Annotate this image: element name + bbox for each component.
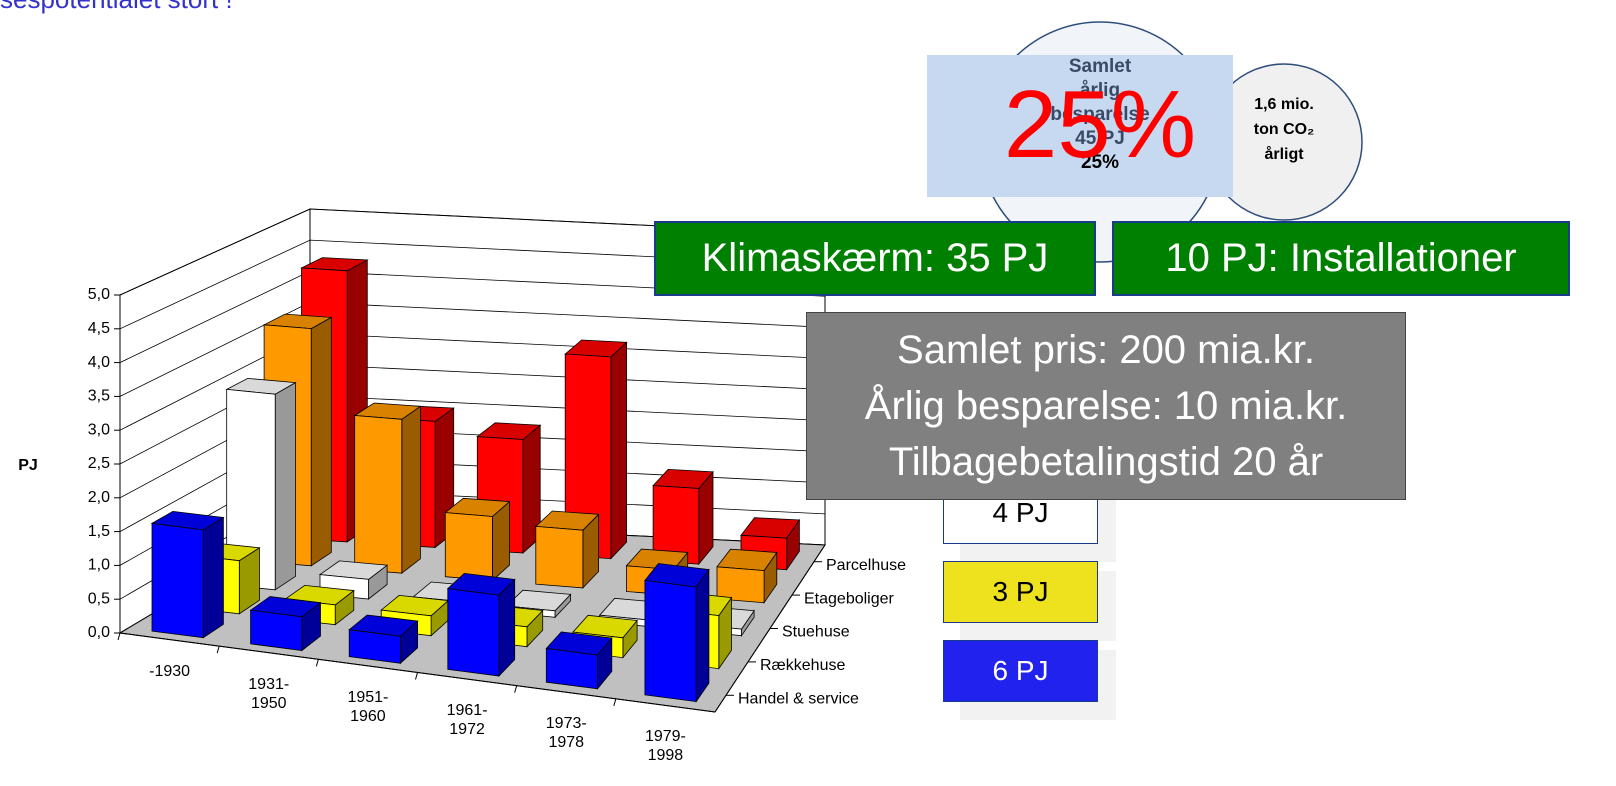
legend-label: Stuehuse (782, 624, 850, 641)
big-percent: 25% (1003, 71, 1197, 178)
x-tick (514, 685, 518, 693)
bar-front (535, 525, 584, 589)
x-tick (117, 632, 121, 641)
bar (644, 563, 710, 703)
bar-front (716, 566, 765, 604)
bar (150, 510, 225, 639)
bar (348, 614, 419, 665)
legend-label: Rækkehuse (760, 657, 845, 674)
x-tick (216, 646, 220, 654)
circle-text-line: 45 PJ (1075, 128, 1125, 149)
bar (249, 596, 322, 652)
bar-side (498, 578, 516, 677)
pj-box: 6 PJ (943, 640, 1098, 702)
bar-side (274, 381, 296, 591)
bar-side (610, 341, 627, 560)
circle-text-line: 25% (1080, 152, 1120, 173)
pj-box: 3 PJ (943, 561, 1098, 623)
bar-front (348, 629, 401, 664)
bar-front (545, 648, 598, 690)
x-tick (315, 659, 319, 667)
grid-line (119, 208, 826, 296)
grid-line (119, 239, 826, 330)
y-tick-label: 0,5 (88, 590, 110, 607)
y-tick-label: 3,5 (88, 388, 110, 405)
bar-front (447, 588, 500, 677)
bar-side (695, 568, 710, 703)
x-tick-label: 1931-1950 (248, 675, 290, 712)
x-tick-label: -1930 (149, 662, 191, 680)
bar-side (310, 316, 332, 567)
bar-front (644, 579, 697, 703)
circle-text-line: besparelse (1050, 104, 1150, 125)
y-tick-label: 1,5 (88, 523, 110, 540)
y-tick-label: 4,0 (88, 354, 110, 371)
bar (444, 497, 511, 582)
y-tick-label: 0,0 (88, 624, 110, 641)
y-tick-label: 4,5 (88, 320, 110, 337)
co2-line: ton CO₂ (1253, 121, 1315, 138)
legend-label: Handel & service (738, 691, 859, 708)
price-line: Samlet pris: 200 mia.kr. (897, 328, 1315, 372)
x-tick-label: 1951-1960 (347, 688, 389, 725)
bar-side (401, 405, 421, 575)
co2-line: 1,6 mio. (1254, 96, 1314, 113)
bar-side (202, 516, 224, 639)
bar (716, 548, 778, 604)
x-tick-label: 1973-1978 (545, 715, 587, 752)
price-line: Tilbagebetalingstid 20 år (888, 440, 1324, 484)
bar (225, 377, 297, 591)
circle-text-line: Samlet (1068, 56, 1132, 77)
bar (446, 572, 516, 677)
y-axis-label: PJ (18, 457, 38, 474)
slide-title: sespotentialet stort ! (0, 0, 233, 15)
bar (353, 402, 422, 575)
price-line: Årlig besparelse: 10 mia.kr. (864, 384, 1348, 428)
y-tick-label: 2,5 (88, 455, 110, 472)
bar (564, 339, 628, 560)
y-tick-label: 2,0 (88, 489, 110, 506)
installationer-box: 10 PJ: Installationer (1112, 221, 1570, 296)
legend-label: Parcelhuse (826, 557, 906, 574)
x-tick-label: 1961-1972 (446, 702, 488, 739)
co2-line: årligt (1264, 146, 1304, 163)
co2-text: 1,6 mio. ton CO₂ årligt (1224, 92, 1344, 167)
x-tick (415, 672, 418, 680)
bar-front (151, 522, 204, 639)
bar (534, 510, 600, 589)
klimaskaerm-box: Klimaskærm: 35 PJ (654, 221, 1096, 296)
price-box: Samlet pris: 200 mia.kr. Årlig besparelse… (806, 312, 1406, 500)
highlight-rect (927, 55, 1233, 197)
bar (652, 468, 714, 566)
legend-label: Etageboliger (804, 590, 895, 607)
circle-main-text: Samlet årlig besparelse 45 PJ 25% (1020, 55, 1180, 175)
bar-front (444, 512, 493, 582)
bar-front (354, 415, 403, 574)
y-tick-label: 5,0 (88, 286, 110, 303)
x-tick-label: 1979-1998 (644, 728, 686, 765)
x-tick (613, 698, 617, 706)
y-tick-label: 3,0 (88, 421, 110, 438)
bar (545, 631, 613, 690)
bar-front (250, 609, 303, 651)
y-tick-label: 1,0 (88, 557, 110, 574)
circle-text-line: årlig (1079, 80, 1121, 101)
